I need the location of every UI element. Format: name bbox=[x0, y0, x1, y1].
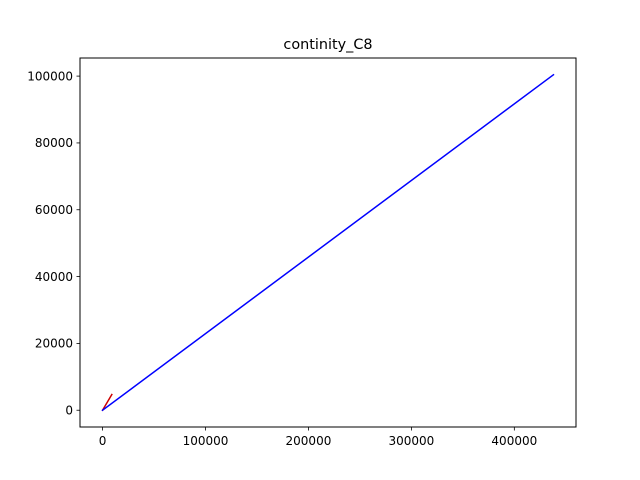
plot-frame bbox=[79, 57, 577, 428]
x-tick-label: 400000 bbox=[491, 434, 537, 448]
y-axis: 0 20000 40000 60000 80000 100000 bbox=[27, 69, 80, 418]
series-line-2 bbox=[101, 73, 555, 412]
x-tick-label: 300000 bbox=[388, 434, 434, 448]
series-layer bbox=[101, 73, 555, 412]
x-tick-label: 100000 bbox=[183, 434, 229, 448]
series-line-1 bbox=[101, 393, 113, 412]
x-tick-label: 0 bbox=[99, 434, 107, 448]
chart-title: continity_C8 bbox=[283, 37, 372, 53]
x-tick-label: 200000 bbox=[286, 434, 332, 448]
x-axis: 0 100000 200000 300000 400000 bbox=[99, 427, 537, 448]
y-tick-label: 60000 bbox=[35, 203, 73, 217]
y-tick-label: 40000 bbox=[35, 270, 73, 284]
y-tick-label: 20000 bbox=[35, 337, 73, 351]
y-tick-label: 100000 bbox=[27, 69, 73, 83]
y-tick-label: 80000 bbox=[35, 136, 73, 150]
y-tick-label: 0 bbox=[65, 404, 73, 418]
